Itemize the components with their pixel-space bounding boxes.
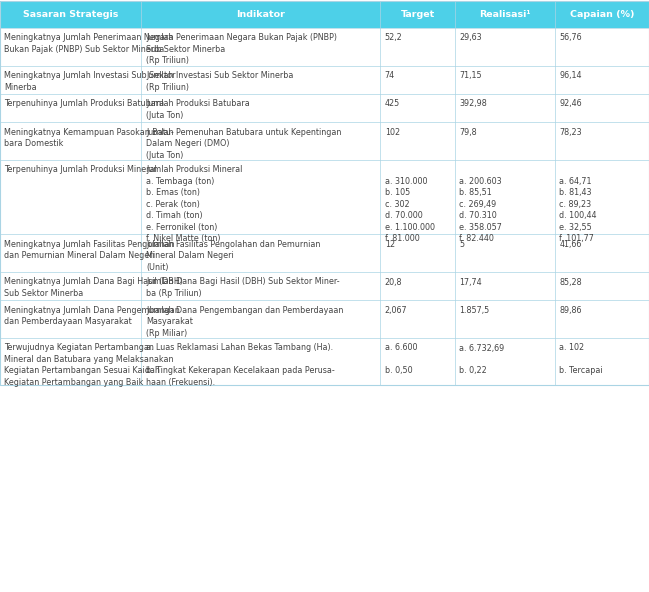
Text: 96,14: 96,14 [559,71,582,80]
Bar [0,300,649,338]
Bar [0,160,649,234]
Text: 425: 425 [385,99,400,108]
Text: Jumlah Investasi Sub Sektor Minerba
(Rp Triliun): Jumlah Investasi Sub Sektor Minerba (Rp … [146,71,293,92]
Text: Jumlah Produksi Batubara
(Juta Ton): Jumlah Produksi Batubara (Juta Ton) [146,99,250,120]
Text: Meningkatnya Jumlah Dana Pengembangan
dan Pemberdayaan Masyarakat: Meningkatnya Jumlah Dana Pengembangan da… [5,306,180,326]
Text: 56,76: 56,76 [559,34,582,43]
Text: 89,86: 89,86 [559,306,582,315]
Text: Indikator: Indikator [236,10,286,19]
Text: a. 310.000
b. 105
c. 302
d. 70.000
e. 1.100.000
f. 81.000: a. 310.000 b. 105 c. 302 d. 70.000 e. 1.… [385,166,435,243]
Bar [0,94,649,123]
Text: Meningkatnya Jumlah Investasi Sub Sektor
Minerba: Meningkatnya Jumlah Investasi Sub Sektor… [5,71,176,92]
Text: 17,74: 17,74 [459,278,482,287]
Text: Meningkatnya Jumlah Fasilitas Pengolahan
dan Pemurnian Mineral Dalam Negeri: Meningkatnya Jumlah Fasilitas Pengolahan… [5,240,175,260]
Bar [0,123,649,160]
Bar [0,66,649,94]
Bar [0,338,649,385]
Text: Jumlah Dana Bagi Hasil (DBH) Sub Sektor Miner-
ba (Rp Triliun): Jumlah Dana Bagi Hasil (DBH) Sub Sektor … [146,278,339,298]
Text: a. 200.603
b. 85,51
c. 269,49
d. 70.310
e. 358.057
f. 82.440: a. 200.603 b. 85,51 c. 269,49 d. 70.310 … [459,166,502,243]
Bar [0,234,649,272]
Text: 102: 102 [385,128,400,137]
Bar [0,1,649,385]
Text: Terpenuhinya Jumlah Produksi Batubara: Terpenuhinya Jumlah Produksi Batubara [5,99,165,108]
Bar [0,28,649,66]
Text: a. Luas Reklamasi Lahan Bekas Tambang (Ha).
 
b. Tingkat Kekerapan Kecelakaan pa: a. Luas Reklamasi Lahan Bekas Tambang (H… [146,343,335,387]
Text: Jumlah Dana Pengembangan dan Pemberdayaan
Masyarakat
(Rp Miliar): Jumlah Dana Pengembangan dan Pemberdayaa… [146,306,343,338]
Text: 12: 12 [385,240,395,249]
Text: Meningkatnya Jumlah Penerimaan Negara
Bukan Pajak (PNBP) Sub Sektor Minerba: Meningkatnya Jumlah Penerimaan Negara Bu… [5,34,174,54]
Text: 78,23: 78,23 [559,128,582,137]
Text: Terwujudnya Kegiatan Pertambangan
Mineral dan Batubara yang Melaksanakan
Kegiata: Terwujudnya Kegiatan Pertambangan Minera… [5,343,174,387]
Text: 71,15: 71,15 [459,71,482,80]
Text: Capaian (%): Capaian (%) [570,10,634,19]
Text: 92,46: 92,46 [559,99,582,108]
Text: a. 6.600
 
b. 0,50: a. 6.600 b. 0,50 [385,343,417,375]
Bar [0,272,649,300]
Text: Jumlah Fasilitas Pengolahan dan Pemurnian
Mineral Dalam Negeri
(Unit): Jumlah Fasilitas Pengolahan dan Pemurnia… [146,240,321,272]
Text: 79,8: 79,8 [459,128,477,137]
Text: 20,8: 20,8 [385,278,402,287]
Text: 392,98: 392,98 [459,99,487,108]
Text: 74: 74 [385,71,395,80]
Text: 2,067: 2,067 [385,306,408,315]
Text: 1.857,5: 1.857,5 [459,306,490,315]
Text: 85,28: 85,28 [559,278,582,287]
Bar [0,1,649,28]
Text: 52,2: 52,2 [385,34,402,43]
Text: Terpenuhinya Jumlah Produksi Mineral: Terpenuhinya Jumlah Produksi Mineral [5,166,157,175]
Text: Sasaran Strategis: Sasaran Strategis [23,10,118,19]
Text: Jumlah Penerimaan Negara Bukan Pajak (PNBP)
Sub Sektor Minerba
(Rp Triliun): Jumlah Penerimaan Negara Bukan Pajak (PN… [146,34,337,65]
Text: Jumlah Produksi Mineral
a. Tembaga (ton)
b. Emas (ton)
c. Perak (ton)
d. Timah (: Jumlah Produksi Mineral a. Tembaga (ton)… [146,166,242,243]
Text: a. 64,71
b. 81,43
c. 89,23
d. 100,44
e. 32,55
f. 101,77: a. 64,71 b. 81,43 c. 89,23 d. 100,44 e. … [559,166,597,243]
Text: a. 6.732,69
 
b. 0,22: a. 6.732,69 b. 0,22 [459,343,505,375]
Text: Meningkatnya Kemampuan Pasokan Batu-
bara Domestik: Meningkatnya Kemampuan Pasokan Batu- bar… [5,128,174,149]
Text: Target: Target [400,10,435,19]
Text: Jumlah Pemenuhan Batubara untuk Kepentingan
Dalam Negeri (DMO)
(Juta Ton): Jumlah Pemenuhan Batubara untuk Kepentin… [146,128,341,160]
Text: a. 102
 
b. Tercapai: a. 102 b. Tercapai [559,343,603,375]
Text: 29,63: 29,63 [459,34,482,43]
Text: Realisasi¹: Realisasi¹ [479,10,531,19]
Text: 41,66: 41,66 [559,240,582,249]
Text: Meningkatnya Jumlah Dana Bagi Hasil (DBH)
Sub Sektor Minerba: Meningkatnya Jumlah Dana Bagi Hasil (DBH… [5,278,184,298]
Text: 5: 5 [459,240,465,249]
